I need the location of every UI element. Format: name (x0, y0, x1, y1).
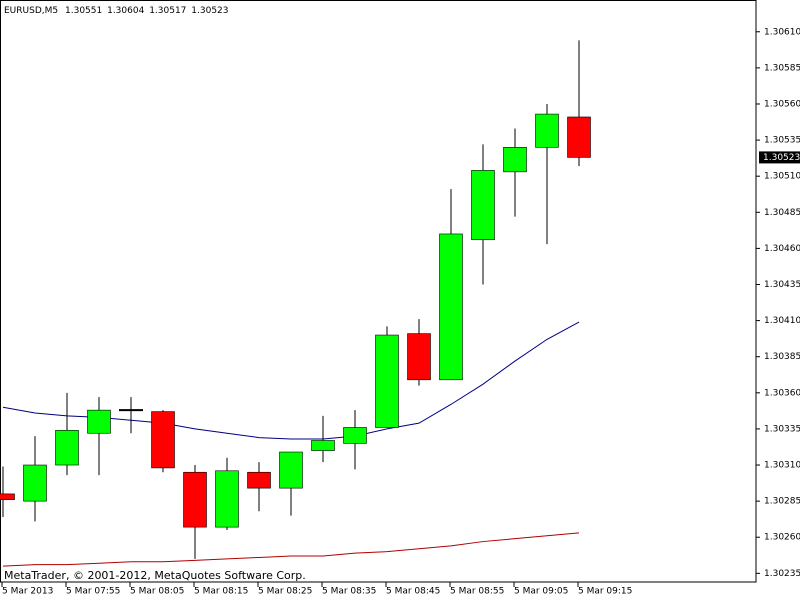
y-tick-label: 1.30410 (764, 316, 800, 326)
y-tick-label: 1.30235 (764, 569, 800, 579)
y-tick-label: 1.30585 (764, 63, 800, 73)
last-price-label: 1.30523 (763, 153, 800, 163)
x-tick-label: 5 Mar 08:45 (386, 587, 440, 597)
header-open: 1.30551 (65, 6, 102, 16)
candle-body (343, 427, 367, 444)
y-tick-label: 1.30285 (764, 497, 800, 507)
y-tick-label: 1.30335 (764, 424, 800, 434)
candle-body (215, 470, 239, 528)
candle-body (471, 170, 495, 241)
y-tick-label: 1.30310 (764, 461, 800, 471)
x-tick-label: 5 Mar 09:05 (514, 587, 568, 597)
y-tick-label: 1.30435 (764, 280, 800, 290)
moving-average-line (2, 532, 580, 567)
y-tick-label: 1.30535 (764, 136, 800, 146)
header-high: 1.30604 (107, 6, 144, 16)
candle-body (55, 430, 79, 466)
candle-body (87, 409, 111, 434)
symbol: EURUSD,M5 (4, 6, 58, 16)
candle-body (375, 334, 399, 428)
last-price-box (759, 151, 800, 164)
x-tick-label: 5 Mar 09:15 (578, 587, 632, 597)
y-tick-label: 1.30485 (764, 208, 800, 218)
x-tick-label: 5 Mar 08:15 (194, 587, 248, 597)
candle-body (0, 493, 15, 500)
y-tick-label: 1.30385 (764, 352, 800, 362)
x-tick-label: 5 Mar 08:35 (322, 587, 376, 597)
y-tick-label: 1.30610 (764, 27, 800, 37)
candle-body (247, 471, 271, 489)
candle-body (279, 451, 303, 489)
candle-body (23, 464, 47, 502)
x-tick-label: 5 Mar 08:55 (450, 587, 504, 597)
candle-body (503, 147, 527, 173)
candle-body (407, 333, 431, 381)
y-tick-label: 1.30260 (764, 533, 800, 543)
x-tick-label: 5 Mar 08:25 (258, 587, 312, 597)
y-tick-label: 1.30360 (764, 388, 800, 398)
y-tick-label: 1.30560 (764, 99, 800, 109)
x-tick-label: 5 Mar 07:55 (66, 587, 120, 597)
candle-body (567, 116, 591, 158)
watermark: MetaTrader, © 2001-2012, MetaQuotes Soft… (4, 569, 306, 582)
candle-body (535, 113, 559, 148)
y-tick-label: 1.30460 (764, 244, 800, 254)
plot-frame (0, 0, 757, 583)
header-low: 1.30517 (149, 6, 186, 16)
header-close: 1.30523 (191, 6, 228, 16)
header: EURUSD,M5 1.30551 1.30604 1.30517 1.3052… (4, 6, 229, 16)
candle-body (439, 233, 463, 381)
candle-body (183, 471, 207, 528)
x-tick-label: 5 Mar 08:05 (130, 587, 184, 597)
y-tick-label: 1.30510 (764, 172, 800, 182)
plot-area (0, 40, 591, 567)
candle-body (311, 440, 335, 451)
candle-body (151, 411, 175, 469)
x-tick-label: 5 Mar 2013 (2, 587, 53, 597)
